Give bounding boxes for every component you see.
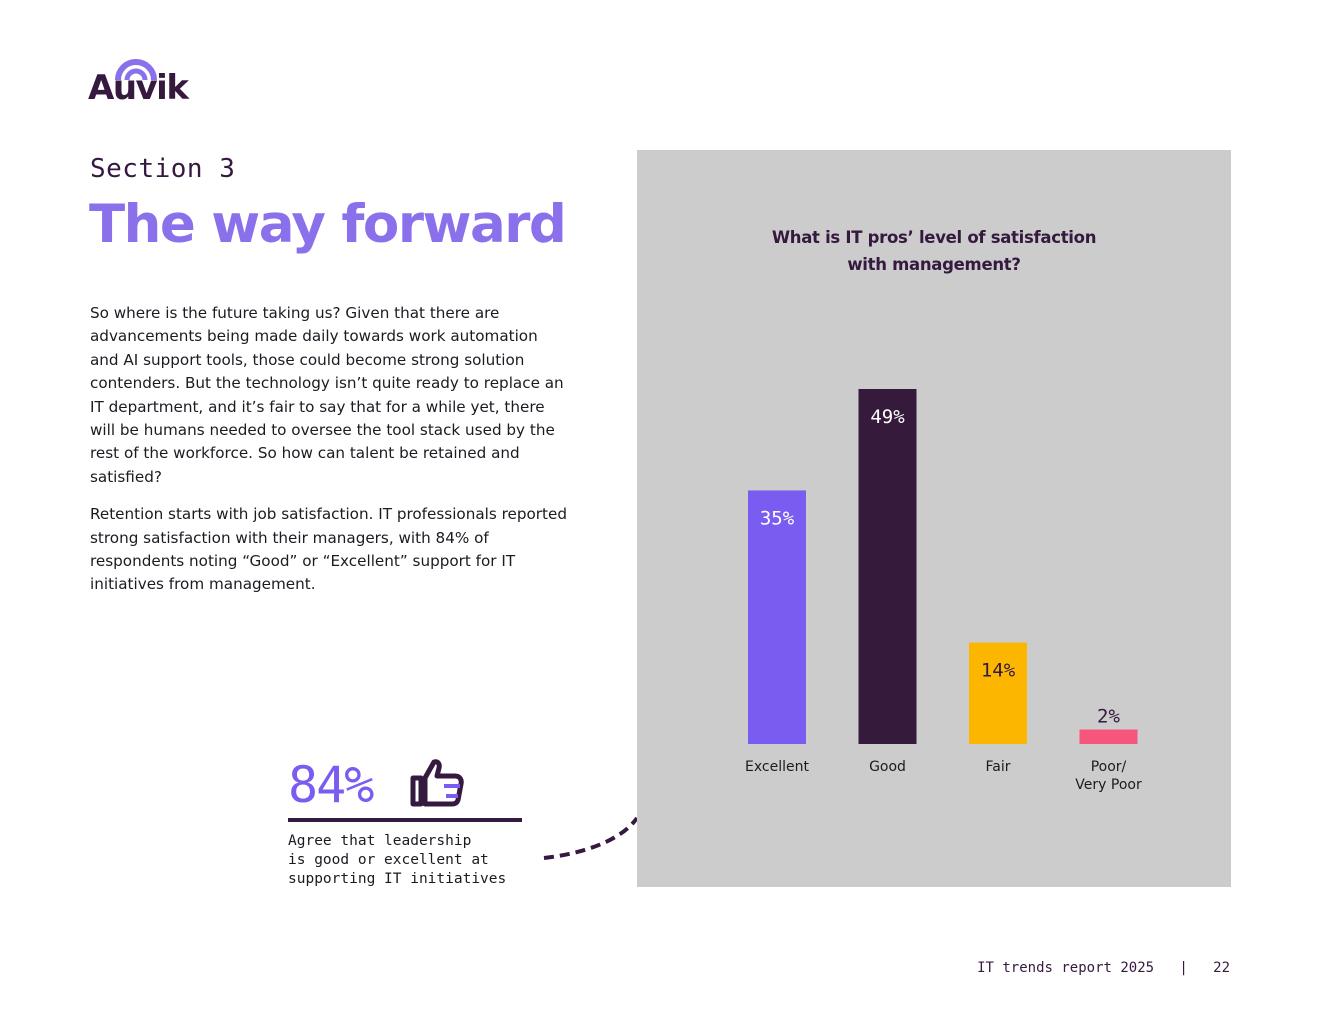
stat-divider — [288, 818, 522, 822]
page-number: 22 — [1213, 960, 1230, 976]
footer-separator: | — [1179, 960, 1188, 976]
data-label-fair: 14% — [981, 660, 1016, 682]
body-paragraph-2: Retention starts with job satisfaction. … — [90, 505, 567, 594]
chart-title-line-1: What is IT pros’ level of satisfaction — [771, 228, 1097, 247]
logo-wordmark: Auvik — [88, 68, 189, 108]
bar-poor-very-poor — [1079, 729, 1138, 744]
footer: IT trends report 2025 | 22 — [977, 960, 1230, 976]
section-label: Section 3 — [90, 154, 236, 184]
bar-fair — [969, 642, 1027, 744]
data-label-poor-very-poor: 2% — [1097, 706, 1120, 728]
data-label-good: 49% — [870, 406, 905, 428]
logo-arc-icon — [115, 59, 157, 81]
bar-chart: 35% Excellent 49% Good 14% Fair 2% Poor/Very Po… — [745, 389, 1142, 793]
category-label-fair: Fair — [986, 759, 1011, 775]
data-label-excellent: 35% — [760, 507, 795, 529]
bar-good — [858, 389, 917, 744]
category-label-good: Good — [869, 759, 906, 775]
stat-caption: Agree that leadership is good or excelle… — [288, 833, 507, 887]
footer-report-name: IT trends report 2025 — [977, 960, 1155, 976]
chart-title: What is IT pros’ level of satisfaction w… — [637, 224, 1231, 278]
dashed-connector — [543, 816, 639, 860]
category-label-poor-very-poor: Poor/Very Poor — [1075, 759, 1142, 793]
thumbs-up-icon — [410, 759, 464, 807]
body-paragraph-1: So where is the future taking us? Given … — [90, 304, 564, 486]
bar-excellent — [748, 490, 806, 744]
page-title: The way forward — [89, 194, 567, 255]
category-label-excellent: Excellent — [745, 759, 809, 775]
chart-panel: What is IT pros’ level of satisfaction w… — [637, 150, 1231, 887]
chart-title-line-2: with management? — [847, 255, 1021, 274]
stat-value: 84% — [288, 756, 374, 814]
auvik-logo: Auvik — [88, 52, 189, 108]
body-text: So where is the future taking us? Given … — [90, 302, 570, 611]
